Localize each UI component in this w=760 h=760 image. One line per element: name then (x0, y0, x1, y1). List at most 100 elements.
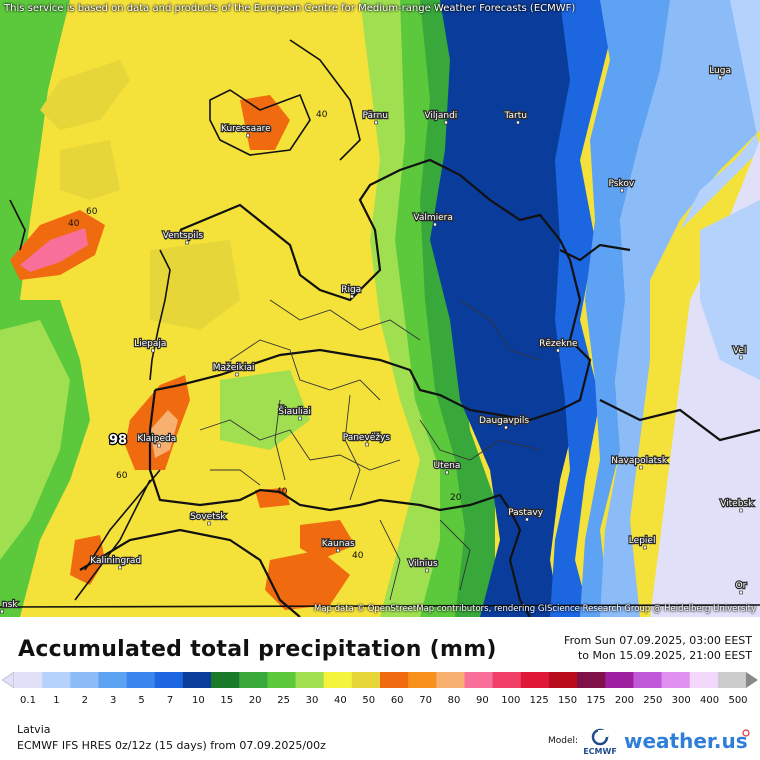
city-label: Riga (341, 285, 361, 295)
color-scale-swatch (182, 672, 212, 688)
color-scale-swatch (492, 672, 522, 688)
city-marker (556, 348, 560, 353)
precip-field-40 (60, 140, 120, 200)
color-scale-swatch (295, 672, 325, 688)
city-label: Navapolatsk (611, 456, 668, 466)
city-label: Ventspils (163, 231, 204, 241)
color-scale-swatch (154, 672, 184, 688)
color-scale-swatch (548, 672, 578, 688)
city-label: Vilnius (408, 559, 438, 569)
color-scale-tick-label: 25 (277, 695, 290, 706)
city-label: Vitebsk (720, 499, 754, 509)
city-label: Valmiera (413, 213, 453, 223)
precip-field-50 (300, 520, 355, 560)
color-scale-tick-label: 125 (529, 695, 549, 706)
coastline (9, 39, 361, 601)
city-marker (433, 222, 437, 227)
color-scale-swatch (605, 672, 634, 688)
legend-title: Accumulated total precipitation (mm) (18, 637, 497, 662)
color-scale-swatch (520, 672, 550, 688)
city-label: nsk (2, 600, 18, 610)
city-label: Daugavpils (479, 416, 529, 426)
color-scale-swatch (577, 672, 606, 688)
color-scale-tick-label: 80 (447, 695, 461, 706)
contour-label: 60 (116, 471, 128, 481)
color-scale-swatch (689, 672, 719, 688)
city-label: Sovetsk (190, 512, 226, 522)
precip-field-20 (420, 0, 495, 617)
city-marker (525, 517, 529, 522)
city-marker (246, 133, 250, 138)
city-marker (151, 348, 155, 353)
color-scale-swatch (70, 672, 99, 688)
color-scale-swatch (464, 672, 494, 688)
color-scale-tick-label: 70 (419, 695, 432, 706)
city-marker (235, 372, 239, 377)
city-marker (207, 521, 211, 526)
precip-field-1 (680, 0, 760, 230)
color-scale-tick-label: 1 (53, 695, 60, 706)
color-scale-swatch (380, 672, 409, 688)
precipitation-map[interactable]: Luga Kuressaare Pärnu Viljandi Tartu Pskov Val… (0, 0, 760, 617)
map-canvas: Luga Kuressaare Pärnu Viljandi Tartu Pskov Val… (0, 0, 760, 617)
city-markers: Luga Kuressaare Pärnu Viljandi Tartu Pskov Val… (0, 65, 755, 614)
color-scale-tick-label: 300 (671, 695, 691, 706)
color-scale-tick-label: 400 (700, 695, 720, 706)
city-marker (157, 443, 161, 448)
city-label: Kaliningrad (90, 556, 141, 566)
color-scale-tick-label: 175 (586, 695, 606, 706)
map-data-attribution[interactable]: Map data © OpenStreetMap contributors, r… (314, 604, 756, 614)
color-scale-tick-label: 100 (501, 695, 521, 706)
city-label: Rēzekne (539, 339, 578, 349)
city-marker (445, 470, 449, 475)
precip-field-30 (220, 370, 310, 450)
city-marker (504, 425, 508, 430)
city-marker (336, 548, 340, 553)
precip-field-3 (580, 0, 690, 617)
city-marker (350, 294, 354, 299)
color-scale-swatch (351, 672, 381, 688)
color-scale-tick-label: 5 (138, 695, 145, 706)
color-scale-swatch (211, 672, 240, 688)
city-marker (374, 120, 378, 125)
color-scale-swatch (126, 672, 156, 688)
city-label: Or (736, 581, 747, 591)
contour-label: 40 (316, 110, 328, 120)
color-scale-bar (1, 671, 758, 689)
precip-field-30 (0, 320, 70, 560)
city-label: Pskov (609, 179, 635, 189)
color-scale-swatch (267, 672, 297, 688)
city-label: Klaipeda (137, 434, 176, 444)
city-marker (185, 240, 189, 245)
brand-logo[interactable]: weather.us (624, 729, 748, 753)
color-scale-swatch (323, 672, 353, 688)
color-scale-ticks: 0.1 1 2 3 5 7 10 15 20 25 30 40 50 60 70 80 90 100 125 150 1… (0, 695, 760, 711)
ecmwf-logo-text: ECMWF (583, 747, 617, 756)
city-marker (739, 508, 743, 513)
city-marker (639, 465, 643, 470)
region-borders (199, 299, 541, 601)
precip-field-25 (0, 0, 70, 310)
city-label: Tartu (504, 111, 527, 121)
color-scale-tick-label: 3 (110, 695, 117, 706)
color-scale-tick-label: 0.1 (20, 695, 36, 706)
precip-field-2 (600, 0, 760, 617)
city-label: Pärnu (363, 111, 389, 121)
color-scale-tick-label: 200 (614, 695, 634, 706)
city-label: Panevėžys (343, 433, 391, 443)
city-label: Viljandi (424, 111, 457, 121)
model-info: ECMWF IFS HRES 0z/12z (15 days) from 07.… (17, 739, 326, 752)
color-scale-tick-label: 50 (362, 695, 376, 706)
color-scale-tick-label: 250 (643, 695, 663, 706)
city-label: Kaunas (322, 539, 355, 549)
color-scale-swatch (717, 672, 747, 688)
city-marker (516, 120, 520, 125)
precip-field-50 (240, 95, 290, 150)
precip-field-7 (550, 0, 620, 617)
ecmwf-logo: ECMWF (583, 728, 617, 756)
model-label: Model: (548, 736, 579, 746)
color-scale-swatch (14, 672, 43, 688)
precip-field-80 (20, 228, 88, 272)
city-label: Utena (434, 461, 461, 471)
color-scale-start-arrow (1, 671, 15, 689)
